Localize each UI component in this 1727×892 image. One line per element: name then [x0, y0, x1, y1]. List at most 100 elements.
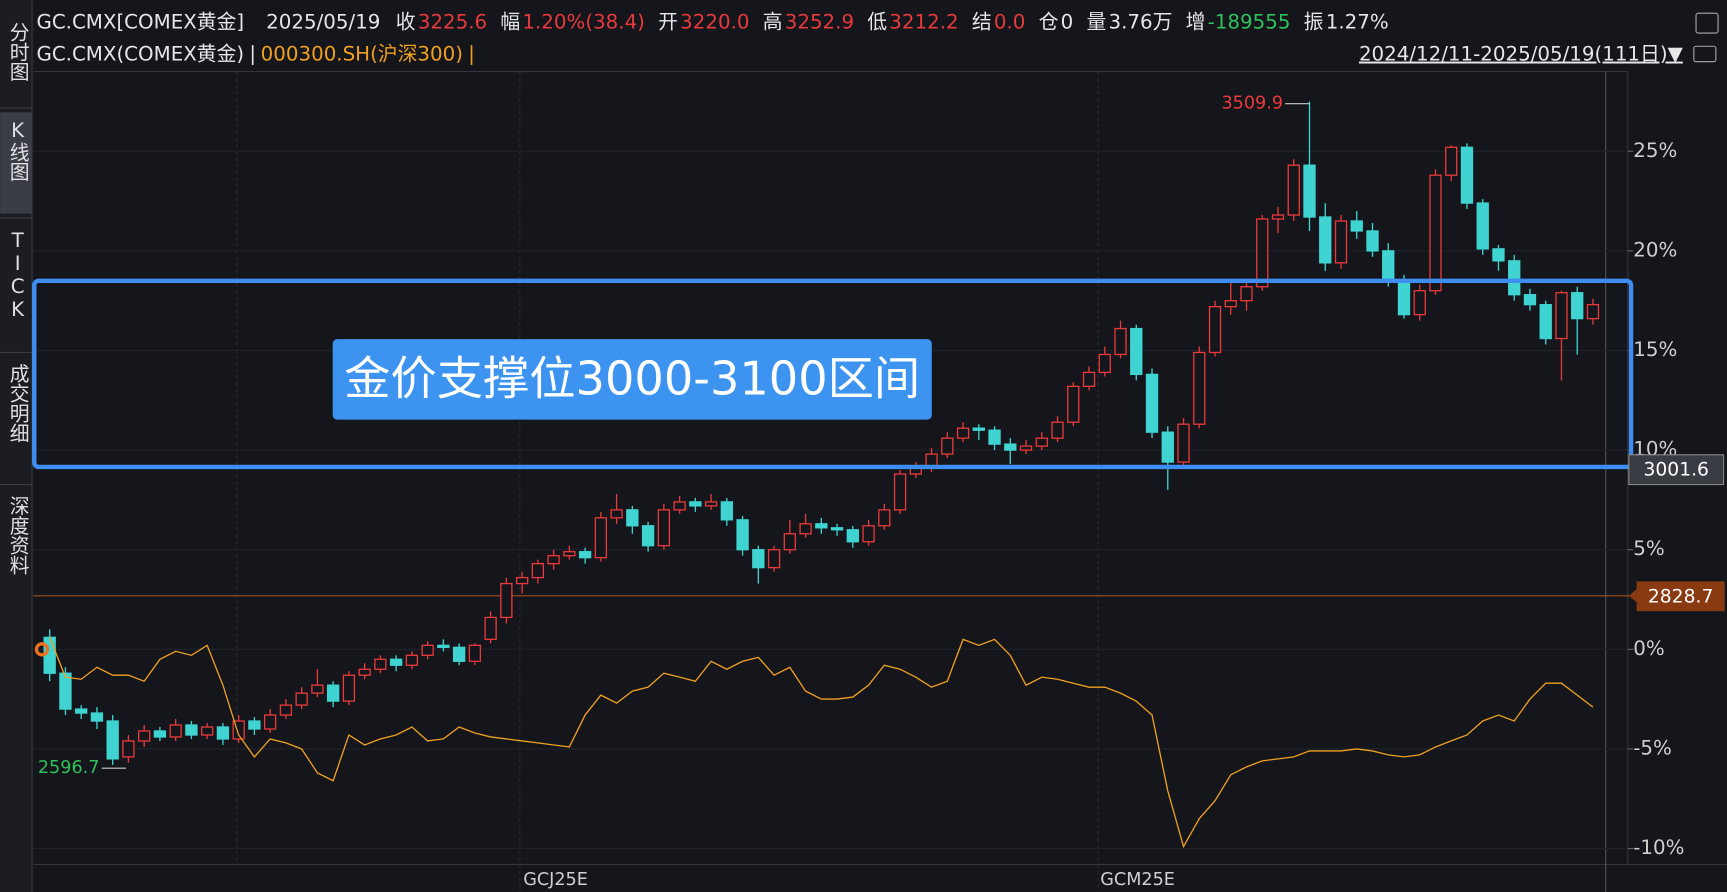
y-tick-label: 25% [1633, 139, 1677, 162]
candle-body [862, 525, 875, 543]
candle-body [752, 549, 765, 569]
price-tag-label: 3001.6 [1643, 460, 1709, 481]
candle-body [1256, 218, 1269, 288]
legend-separator [470, 45, 473, 65]
candle-body [1114, 327, 1127, 356]
y-tick-label: 5% [1633, 537, 1664, 560]
candle-body [1208, 305, 1222, 354]
field-label: 收 [396, 11, 416, 34]
candle-body [106, 720, 119, 760]
candle-body [421, 644, 434, 656]
candle-body [1334, 220, 1348, 264]
field-label: 振 [1304, 11, 1324, 34]
y-tick-label: 15% [1633, 338, 1677, 361]
field-label: 增 [1186, 11, 1206, 34]
y-tick-label: 20% [1633, 238, 1677, 261]
candle-body [1019, 445, 1033, 451]
candle-body [1397, 280, 1411, 316]
candle-body [657, 509, 671, 547]
field-value: 3225.6 [418, 11, 487, 34]
candle-body [956, 427, 970, 439]
price-tag [1628, 454, 1725, 486]
candle-body [1004, 443, 1017, 451]
candle-body [1413, 290, 1426, 316]
candle-body [830, 527, 844, 531]
candle-body [1082, 371, 1096, 388]
candle-body [893, 473, 907, 511]
candle-body [468, 644, 482, 662]
sidebar-tab[interactable]: 深度资料 [6, 496, 29, 575]
candle-body [263, 714, 277, 730]
candle-body [1035, 437, 1048, 447]
date-range[interactable]: 2024/12/11-2025/05/19(111日)▼ [1359, 43, 1684, 66]
field-label: 量 [1086, 11, 1106, 34]
field-value: -189555 [1208, 11, 1291, 34]
field-value: 0.0 [994, 11, 1026, 34]
candle-body [626, 509, 639, 527]
y-tick-label: -10% [1633, 836, 1684, 859]
field-value: 1.27% [1326, 11, 1389, 34]
candle-body [563, 551, 576, 557]
box-label-bg [332, 339, 932, 420]
candle-body [941, 437, 954, 455]
start-marker [34, 642, 50, 657]
icon[interactable] [1693, 45, 1717, 63]
comparison-line [49, 637, 1594, 849]
candle-body [515, 576, 529, 585]
candle-body [90, 712, 104, 722]
candle-body [878, 509, 891, 527]
candle-body [1460, 146, 1474, 204]
icon[interactable] [1695, 12, 1719, 34]
candle-body [704, 501, 718, 507]
field-label: 高 [763, 11, 783, 34]
candle-body [799, 523, 812, 535]
candle-body [232, 720, 245, 740]
legend-entry: GC.CMX(COMEX黄金) [36, 43, 244, 66]
support-box [32, 278, 1634, 470]
candle-body [689, 501, 702, 507]
price-tag [1636, 581, 1725, 612]
candle-body [185, 724, 198, 736]
candle-body [531, 562, 545, 579]
field-value: 1.20%(38.4) [522, 11, 645, 34]
candle-body [1287, 164, 1300, 216]
candle-body [169, 724, 182, 738]
candle-body [153, 730, 167, 738]
box-label: 金价支撑位3000-3100区间 [344, 352, 920, 406]
sidebar-tab[interactable]: 分时图 [6, 22, 29, 81]
candle-body [988, 429, 1001, 445]
field-value: 3.76万 [1109, 11, 1173, 34]
candle-body [1492, 248, 1505, 262]
price-tag-label: 2828.7 [1648, 586, 1714, 607]
candle-body [1271, 214, 1285, 220]
price-tag-pointer [1628, 589, 1637, 603]
tab-active [0, 112, 33, 214]
candle-body [673, 501, 686, 511]
candle-body [1098, 353, 1111, 374]
candle-body [641, 525, 655, 547]
field-value: 3220.0 [680, 11, 749, 34]
candle-body [452, 646, 466, 662]
y-tick-label: -5% [1633, 736, 1672, 759]
candle-body [374, 658, 387, 670]
candle-body [311, 684, 324, 694]
sidebar-tab[interactable]: TICK [6, 229, 29, 321]
candle-body [342, 674, 356, 702]
candle-body [200, 726, 214, 736]
candle-body [326, 684, 340, 702]
candle-body [405, 654, 419, 666]
sidebar-tab[interactable]: K线图 [6, 119, 29, 182]
candle-body [594, 517, 608, 559]
candle-body [216, 726, 230, 740]
candle-body [846, 529, 859, 543]
candle-body [1571, 292, 1584, 320]
date: 2025/05/19 [266, 11, 380, 34]
candle-body [1145, 373, 1159, 433]
sidebar-tab[interactable]: 成交明细 [6, 363, 29, 442]
candle-body [122, 740, 135, 758]
candle-body [59, 672, 72, 710]
candle-body [389, 658, 403, 666]
candle-body [1555, 292, 1568, 340]
candle-body [767, 549, 781, 569]
candle-body [75, 708, 88, 714]
